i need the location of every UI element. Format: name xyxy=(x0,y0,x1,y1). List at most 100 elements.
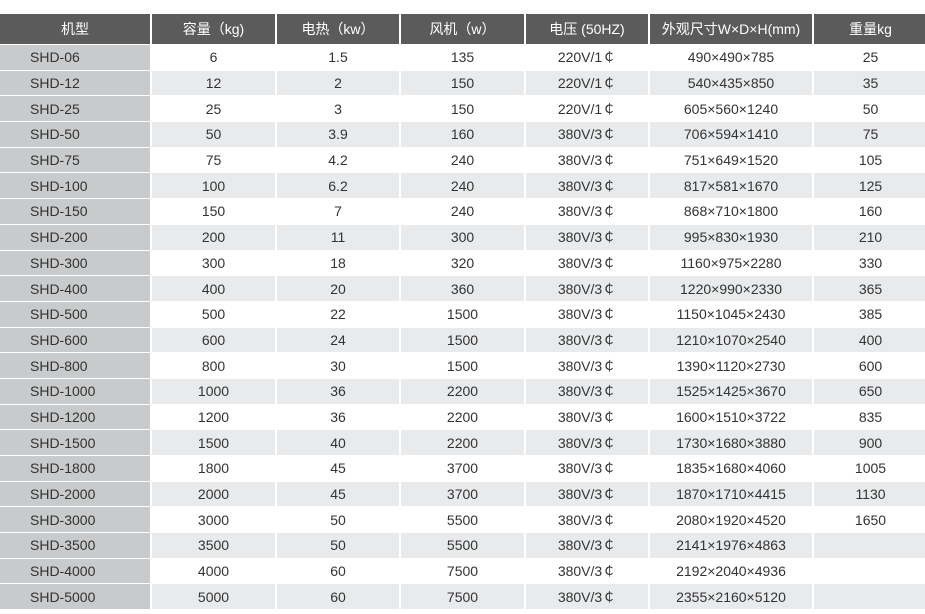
cell-dimensions: 817×581×1670 xyxy=(650,173,812,199)
cell-voltage: 380V/3￠ xyxy=(526,456,648,481)
cell-weight: 900 xyxy=(814,430,925,455)
cell-capacity: 300 xyxy=(152,250,275,276)
cell-fan: 150 xyxy=(401,70,524,96)
cell-capacity: 1000 xyxy=(152,378,275,404)
cell-weight xyxy=(814,533,925,558)
column-header-fan: 风机（w） xyxy=(401,14,524,44)
column-header-heating: 电热（kw） xyxy=(277,14,399,44)
header-row: 机型 容量（kg) 电热（kw） 风机（w） 电压 (50HZ) 外观尺寸W×D×H(mm… xyxy=(0,14,925,44)
cell-dimensions: 1525×1425×3670 xyxy=(650,378,812,404)
cell-model: SHD-2000 xyxy=(0,481,150,507)
table-row: SHD-600 600 24 1500 380V/3￠ 1210×1070×2540 400 xyxy=(0,327,925,353)
table-row: SHD-12 12 2 150 220V/1￠ 540×435×850 35 xyxy=(0,70,925,96)
cell-fan: 150 xyxy=(401,96,524,122)
table-row: SHD-4000 4000 60 7500 380V/3￠ 2192×2040×4936 xyxy=(0,558,925,584)
table-row: SHD-25 25 3 150 220V/1￠ 605×560×1240 50 xyxy=(0,96,925,122)
cell-model: SHD-800 xyxy=(0,353,150,378)
cell-capacity: 2000 xyxy=(152,481,275,507)
cell-fan: 160 xyxy=(401,122,524,147)
cell-fan: 3700 xyxy=(401,456,524,481)
column-header-voltage: 电压 (50HZ) xyxy=(526,14,648,44)
cell-weight: 105 xyxy=(814,147,925,173)
cell-dimensions: 2192×2040×4936 xyxy=(650,558,812,584)
cell-voltage: 380V/3￠ xyxy=(526,327,648,353)
cell-capacity: 4000 xyxy=(152,558,275,584)
cell-model: SHD-1500 xyxy=(0,430,150,455)
cell-heating: 36 xyxy=(277,378,399,404)
cell-heating: 3.9 xyxy=(277,122,399,147)
cell-model: SHD-300 xyxy=(0,250,150,276)
cell-weight: 365 xyxy=(814,276,925,301)
table-row: SHD-300 300 18 320 380V/3￠ 1160×975×2280 330 xyxy=(0,250,925,276)
cell-fan: 5500 xyxy=(401,533,524,558)
cell-weight: 1650 xyxy=(814,507,925,533)
cell-dimensions: 540×435×850 xyxy=(650,70,812,96)
spec-table: 机型 容量（kg) 电热（kw） 风机（w） 电压 (50HZ) 外观尺寸W×D×H(mm… xyxy=(0,13,925,610)
cell-model: SHD-100 xyxy=(0,173,150,199)
cell-model: SHD-5000 xyxy=(0,584,150,610)
cell-weight: 25 xyxy=(814,45,925,70)
table-row: SHD-3000 3000 50 5500 380V/3￠ 2080×1920×4520 1… xyxy=(0,507,925,533)
cell-model: SHD-12 xyxy=(0,70,150,96)
cell-dimensions: 490×490×785 xyxy=(650,45,812,70)
table-row: SHD-5000 5000 60 7500 380V/3￠ 2355×2160×5120 xyxy=(0,584,925,610)
cell-model: SHD-1000 xyxy=(0,378,150,404)
table-row: SHD-150 150 7 240 380V/3￠ 868×710×1800 160 xyxy=(0,199,925,224)
cell-voltage: 380V/3￠ xyxy=(526,250,648,276)
cell-dimensions: 1160×975×2280 xyxy=(650,250,812,276)
cell-heating: 40 xyxy=(277,430,399,455)
cell-heating: 50 xyxy=(277,533,399,558)
table-row: SHD-1200 1200 36 2200 380V/3￠ 1600×1510×3722 8… xyxy=(0,404,925,430)
table-row: SHD-1800 1800 45 3700 380V/3￠ 1835×1680×4060 1… xyxy=(0,456,925,481)
cell-weight: 160 xyxy=(814,199,925,224)
cell-weight: 210 xyxy=(814,224,925,250)
cell-heating: 20 xyxy=(277,276,399,301)
cell-heating: 22 xyxy=(277,301,399,327)
cell-dimensions: 2080×1920×4520 xyxy=(650,507,812,533)
cell-voltage: 380V/3￠ xyxy=(526,584,648,610)
cell-weight: 330 xyxy=(814,250,925,276)
cell-heating: 45 xyxy=(277,456,399,481)
cell-capacity: 200 xyxy=(152,224,275,250)
cell-heating: 18 xyxy=(277,250,399,276)
cell-voltage: 380V/3￠ xyxy=(526,173,648,199)
cell-capacity: 6 xyxy=(152,45,275,70)
cell-fan: 2200 xyxy=(401,404,524,430)
cell-heating: 7 xyxy=(277,199,399,224)
cell-weight: 125 xyxy=(814,173,925,199)
cell-heating: 60 xyxy=(277,584,399,610)
cell-voltage: 380V/3￠ xyxy=(526,404,648,430)
cell-model: SHD-06 xyxy=(0,45,150,70)
cell-voltage: 380V/3￠ xyxy=(526,507,648,533)
cell-capacity: 3000 xyxy=(152,507,275,533)
cell-model: SHD-1800 xyxy=(0,456,150,481)
cell-dimensions: 1835×1680×4060 xyxy=(650,456,812,481)
cell-fan: 1500 xyxy=(401,301,524,327)
cell-heating: 6.2 xyxy=(277,173,399,199)
cell-voltage: 380V/3￠ xyxy=(526,301,648,327)
cell-fan: 240 xyxy=(401,147,524,173)
cell-model: SHD-75 xyxy=(0,147,150,173)
cell-model: SHD-1200 xyxy=(0,404,150,430)
cell-voltage: 380V/3￠ xyxy=(526,481,648,507)
cell-fan: 240 xyxy=(401,173,524,199)
cell-model: SHD-400 xyxy=(0,276,150,301)
cell-fan: 240 xyxy=(401,199,524,224)
cell-fan: 135 xyxy=(401,45,524,70)
cell-capacity: 25 xyxy=(152,96,275,122)
cell-capacity: 1800 xyxy=(152,456,275,481)
cell-fan: 7500 xyxy=(401,584,524,610)
cell-heating: 11 xyxy=(277,224,399,250)
cell-capacity: 400 xyxy=(152,276,275,301)
cell-heating: 2 xyxy=(277,70,399,96)
cell-capacity: 600 xyxy=(152,327,275,353)
cell-capacity: 3500 xyxy=(152,533,275,558)
cell-model: SHD-3500 xyxy=(0,533,150,558)
cell-weight xyxy=(814,584,925,610)
cell-dimensions: 605×560×1240 xyxy=(650,96,812,122)
cell-weight: 650 xyxy=(814,378,925,404)
table-row: SHD-100 100 6.2 240 380V/3￠ 817×581×1670 125 xyxy=(0,173,925,199)
cell-voltage: 380V/3￠ xyxy=(526,558,648,584)
cell-heating: 4.2 xyxy=(277,147,399,173)
cell-capacity: 1500 xyxy=(152,430,275,455)
